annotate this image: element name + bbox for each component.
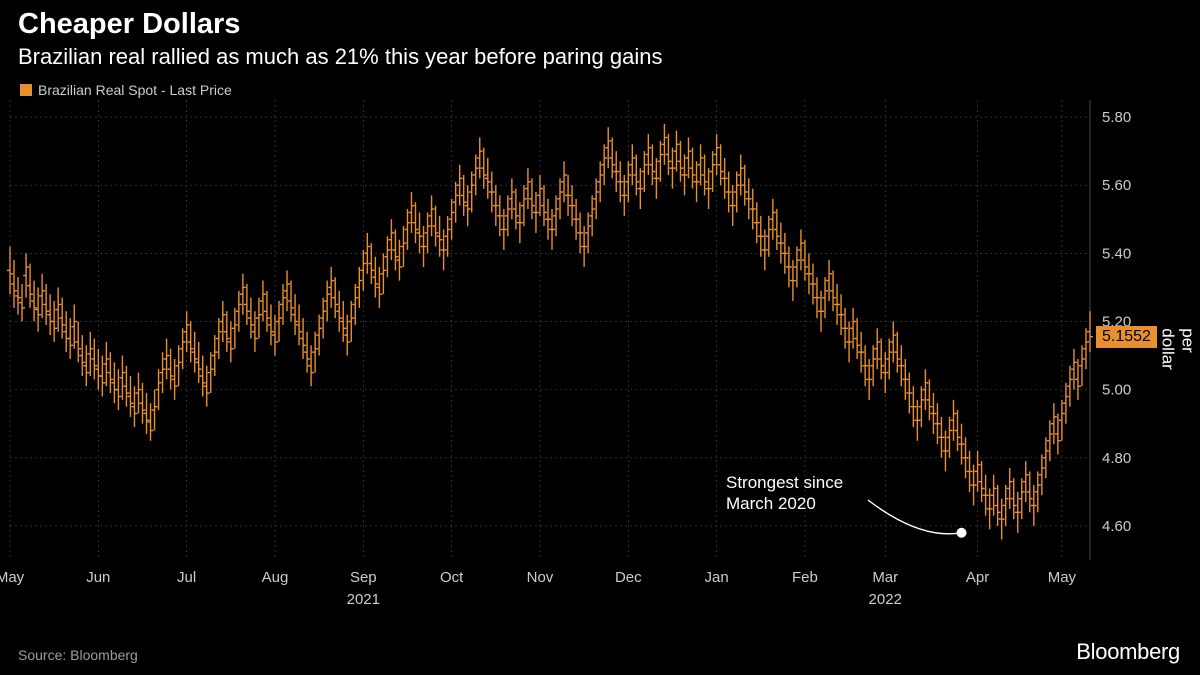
svg-text:2021: 2021 (347, 591, 380, 608)
svg-text:Mar: Mar (872, 569, 898, 586)
svg-text:2022: 2022 (869, 591, 902, 608)
svg-text:Aug: Aug (262, 569, 289, 586)
svg-text:4.80: 4.80 (1102, 450, 1131, 467)
svg-text:May: May (0, 569, 25, 586)
svg-text:4.60: 4.60 (1102, 518, 1131, 535)
chart-svg: 4.604.805.005.205.405.605.80MayJunJulAug… (0, 100, 1200, 625)
legend: Brazilian Real Spot - Last Price (20, 82, 232, 98)
svg-text:Jan: Jan (705, 569, 729, 586)
source-text: Source: Bloomberg (18, 647, 138, 663)
y-axis-label: Reais per dollar (1158, 328, 1200, 371)
svg-text:5.00: 5.00 (1102, 382, 1131, 399)
chart-subtitle: Brazilian real rallied as much as 21% th… (18, 44, 662, 70)
svg-text:Jun: Jun (86, 569, 110, 586)
svg-text:Sep: Sep (350, 569, 377, 586)
last-price-box: 5.1552 (1096, 326, 1157, 348)
svg-text:5.40: 5.40 (1102, 245, 1131, 262)
svg-text:May: May (1048, 569, 1077, 586)
chart-area: 4.604.805.005.205.405.605.80MayJunJulAug… (0, 100, 1200, 625)
svg-text:5.60: 5.60 (1102, 177, 1131, 194)
chart-title: Cheaper Dollars (18, 8, 240, 41)
svg-text:Jul: Jul (177, 569, 196, 586)
svg-text:Nov: Nov (527, 569, 554, 586)
svg-text:5.80: 5.80 (1102, 109, 1131, 126)
bloomberg-logo: Bloomberg (1076, 639, 1180, 665)
legend-label: Brazilian Real Spot - Last Price (38, 82, 232, 98)
svg-text:Feb: Feb (792, 569, 818, 586)
legend-swatch (20, 84, 32, 96)
svg-text:Apr: Apr (966, 569, 989, 586)
svg-text:Dec: Dec (615, 569, 642, 586)
annotation-text: Strongest sinceMarch 2020 (726, 472, 843, 515)
svg-text:Oct: Oct (440, 569, 464, 586)
